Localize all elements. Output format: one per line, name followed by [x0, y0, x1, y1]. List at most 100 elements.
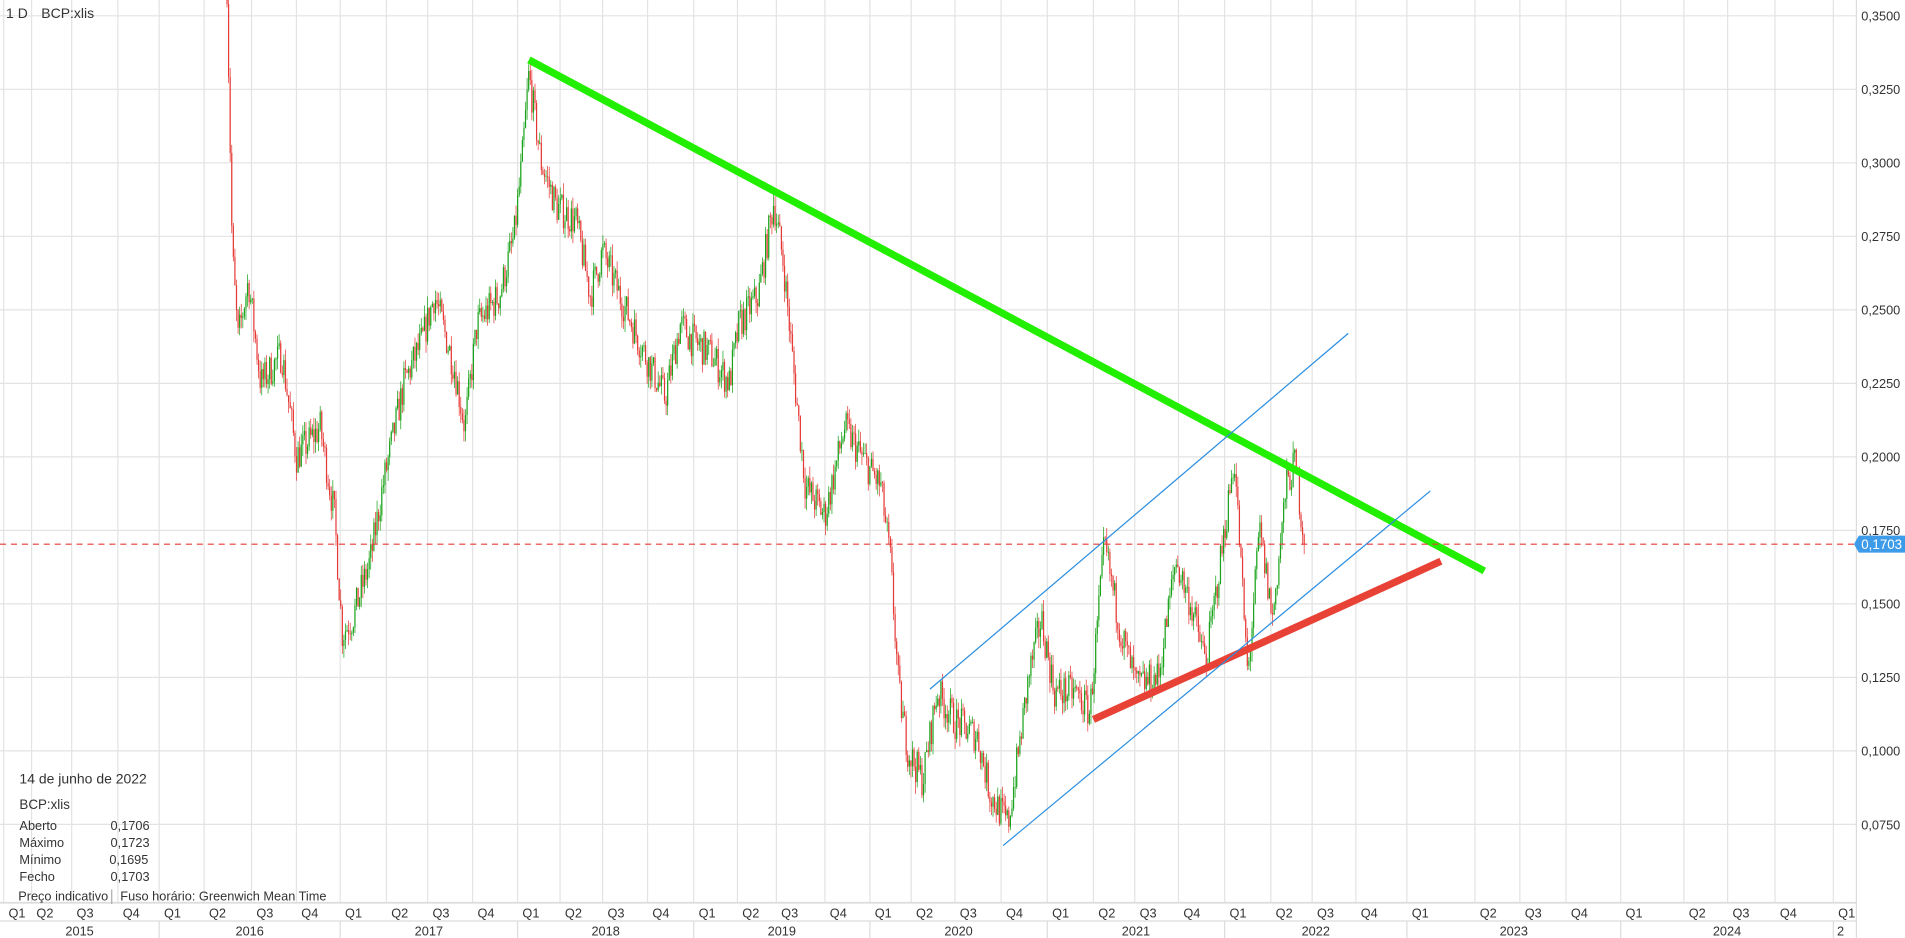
candle-body — [1208, 621, 1211, 665]
candle-body — [281, 372, 283, 376]
support-trendline[interactable] — [1091, 557, 1443, 723]
candle-body — [663, 377, 666, 401]
candle-body — [349, 633, 351, 635]
candle-body — [409, 368, 411, 378]
candle-body — [471, 373, 473, 381]
candle-body — [324, 446, 326, 448]
candle-body — [1046, 641, 1048, 658]
candle-body — [915, 766, 917, 783]
candle-body — [687, 337, 689, 350]
candle-body — [1199, 632, 1201, 642]
resistance-trendline[interactable] — [527, 56, 1487, 575]
candle-body — [1289, 475, 1291, 490]
candle-body — [262, 369, 264, 380]
candle-body — [1262, 538, 1264, 544]
candle-body — [398, 398, 400, 421]
y-tick-label: 0,2750 — [1861, 229, 1900, 244]
candle-body — [318, 429, 320, 442]
candle-body — [962, 708, 964, 711]
candle-body — [674, 345, 677, 365]
candle-body — [520, 161, 522, 187]
candle-body — [468, 378, 470, 397]
candle-body — [1036, 621, 1038, 628]
timezone-note: Fuso horário: Greenwich Mean Time — [120, 888, 326, 903]
candle-body — [625, 296, 628, 307]
x-quarter-label: Q4 — [830, 905, 847, 920]
candle-body — [954, 732, 956, 739]
candle-body — [1279, 543, 1282, 559]
candle-body — [583, 244, 585, 266]
candle-body — [572, 208, 574, 232]
candle-body — [275, 358, 277, 360]
candle-body — [984, 765, 986, 783]
candle-body — [1114, 583, 1116, 591]
candle-body — [616, 270, 618, 291]
y-tick-label: 0,0750 — [1861, 817, 1900, 832]
candle-body — [436, 299, 438, 305]
x-quarter-label: Q3 — [1140, 905, 1157, 920]
candle-body — [1175, 564, 1177, 568]
candle-body — [941, 681, 944, 699]
symbol-label[interactable]: BCP:xlis — [41, 5, 94, 21]
channel-lower-line[interactable] — [1002, 490, 1431, 847]
x-axis[interactable]: Q1 Q2 Q3 Q4 Q1 Q2 Q3 Q4 Q1 Q2 Q3 Q4 Q1 Q2 Q3 Q4 Q1 Q2 Q3 Q4… — [0, 901, 1857, 938]
candle-body — [1068, 675, 1070, 697]
candle-body — [919, 765, 921, 770]
candle-body — [1186, 586, 1188, 589]
candle-body — [411, 360, 413, 378]
candle-body — [700, 338, 702, 342]
candle-body — [900, 681, 903, 719]
x-quarter-label: Q4 — [301, 905, 318, 920]
candle-body — [297, 447, 299, 473]
candle-body — [638, 350, 640, 358]
candle-body — [1072, 688, 1075, 699]
candle-body — [517, 195, 519, 225]
candle-body — [667, 380, 669, 406]
candle-body — [660, 375, 662, 386]
candle-body — [455, 371, 457, 395]
candle-body — [310, 427, 312, 435]
candle-body — [1191, 607, 1193, 621]
candle-body — [269, 357, 271, 380]
candle-body — [330, 495, 332, 511]
candle-body — [537, 140, 539, 144]
channel-upper-line[interactable] — [929, 332, 1349, 690]
candle-body — [1294, 449, 1296, 453]
candle-body — [1134, 668, 1136, 671]
candle-body — [938, 698, 940, 707]
candle-body — [1273, 604, 1275, 615]
candle-body — [877, 470, 879, 484]
trendline-drawings[interactable] — [527, 56, 1487, 847]
y-axis[interactable]: 0,3500 0,3250 0,3000 0,2750 0,2500 0,2250 0,20… — [1855, 0, 1900, 938]
y-tick-label: 0,1000 — [1861, 744, 1900, 759]
x-quarter-label: Q4 — [1780, 905, 1797, 920]
candle-body — [622, 316, 625, 322]
y-tick-label: 0,2500 — [1861, 303, 1900, 318]
candle-body — [524, 109, 527, 128]
candle-body — [924, 752, 926, 784]
candle-body — [843, 429, 846, 439]
candle-body — [1164, 618, 1166, 648]
x-quarter-label: Q4 — [123, 905, 140, 920]
candle-body — [1180, 580, 1182, 583]
candle-body — [704, 331, 707, 360]
candle-body — [362, 574, 364, 587]
candle-body — [395, 408, 397, 434]
candle-body — [752, 296, 754, 298]
candle-body — [643, 345, 645, 347]
interval-label[interactable]: 1 D — [6, 5, 28, 21]
candle-body — [354, 605, 356, 628]
candle-body — [1120, 641, 1122, 647]
candle-body — [640, 356, 642, 358]
candle-body — [992, 797, 994, 807]
candle-body — [867, 457, 869, 485]
candle-body — [264, 362, 266, 380]
candle-body — [1057, 687, 1059, 689]
candle-body — [730, 370, 732, 386]
candle-body — [717, 348, 719, 383]
candle-body — [982, 752, 985, 766]
candle-body — [363, 568, 366, 587]
candle-body — [892, 572, 895, 615]
candle-body — [1003, 801, 1005, 806]
